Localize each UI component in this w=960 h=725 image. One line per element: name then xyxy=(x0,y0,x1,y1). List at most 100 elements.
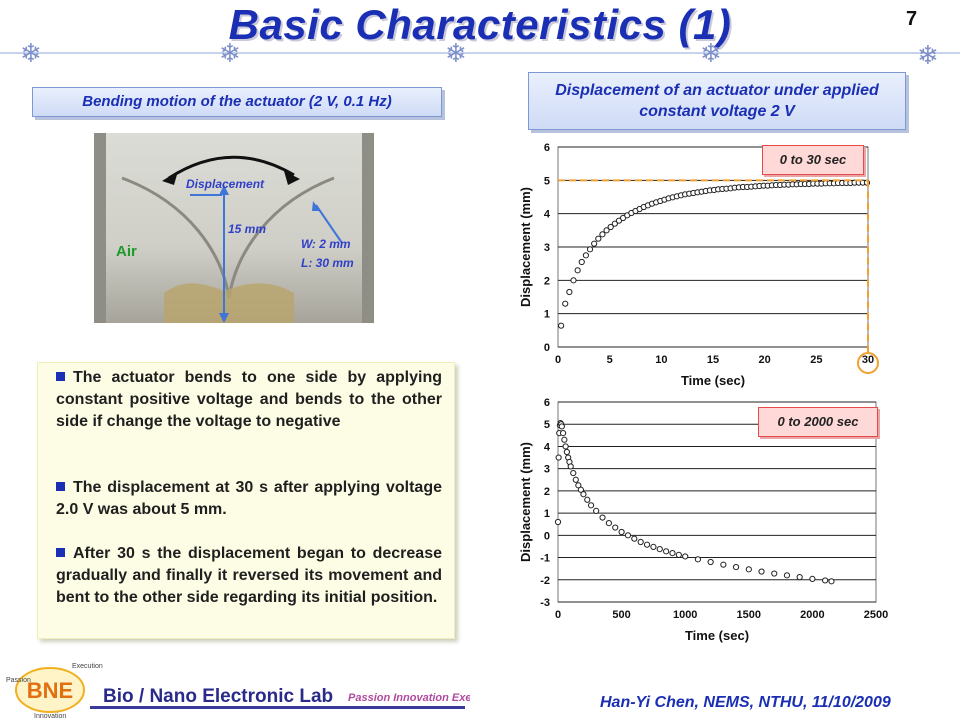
data-point xyxy=(577,486,584,493)
x-tick-label: 2500 xyxy=(864,609,888,621)
x-tick-label: 15 xyxy=(707,354,719,366)
arrow-head-right xyxy=(284,171,300,185)
data-point xyxy=(611,220,618,227)
title-divider xyxy=(0,52,960,54)
data-point xyxy=(605,520,612,527)
x-tick-label: 2000 xyxy=(800,609,824,621)
bullet-square-icon xyxy=(56,548,65,557)
y-axis-title: Displacement (mm) xyxy=(518,442,533,562)
bullet-text: The actuator bends to one side by applyi… xyxy=(56,369,442,430)
y-tick-label: 4 xyxy=(544,441,551,453)
range-tag-2000s: 0 to 2000 sec xyxy=(758,407,878,437)
y-tick-label: 3 xyxy=(544,242,550,254)
data-point xyxy=(562,300,569,307)
data-point xyxy=(561,436,568,443)
lab-logo-graphic: BNE Execution Passion Innovation Bio / N… xyxy=(6,663,505,720)
data-point xyxy=(631,535,638,542)
lab-slogan: Passion Innovation Execution xyxy=(348,692,470,704)
x-tick-label: 0 xyxy=(555,609,561,621)
y-tick-label: 2 xyxy=(544,486,550,498)
x-tick-label: 30 xyxy=(862,354,874,366)
data-point xyxy=(593,507,600,514)
bullet-text: The displacement at 30 s after applying … xyxy=(56,479,442,518)
snowflake-icon: ❄ xyxy=(917,40,939,70)
data-point xyxy=(783,572,791,579)
data-point xyxy=(575,482,582,489)
x-tick-label: 1000 xyxy=(673,609,697,621)
data-point xyxy=(599,514,606,521)
x-axis-title: Time (sec) xyxy=(685,628,749,643)
y-tick-label: 6 xyxy=(544,397,550,409)
y-tick-label: 3 xyxy=(544,464,550,476)
lab-logo: BNE Execution Passion Innovation Bio / N… xyxy=(0,660,505,720)
bullet-square-icon xyxy=(56,482,65,491)
displacement-chart-label: Displacement of an actuator under applie… xyxy=(528,72,906,130)
data-point xyxy=(559,430,567,437)
data-point xyxy=(720,561,727,568)
x-tick-label: 500 xyxy=(612,609,630,621)
y-tick-label: -1 xyxy=(540,553,550,565)
data-point xyxy=(607,223,614,231)
slide-title: Basic Characteristics (1) xyxy=(228,1,732,48)
bullet-item: After 30 s the displacement began to dec… xyxy=(56,543,442,609)
displacement-label: Displacement xyxy=(186,177,265,191)
data-point xyxy=(591,240,598,247)
data-point xyxy=(563,448,571,456)
snowflake-icon: ❄ xyxy=(700,38,722,68)
air-label: Air xyxy=(116,243,137,260)
data-point xyxy=(595,235,602,242)
bullet-item: The displacement at 30 s after applying … xyxy=(56,477,442,521)
y-tick-label: 0 xyxy=(544,342,550,354)
data-point xyxy=(582,252,590,259)
y-tick-label: 4 xyxy=(544,209,551,221)
data-point xyxy=(558,322,565,329)
data-point xyxy=(669,550,676,557)
lab-name: Bio / Nano Electronic Lab xyxy=(103,686,333,707)
logo-word: Passion xyxy=(6,677,31,684)
range-tag-30s: 0 to 30 sec xyxy=(762,145,864,175)
data-point xyxy=(612,524,619,531)
x-tick-label: 10 xyxy=(655,354,667,366)
y-tick-label: 0 xyxy=(544,530,550,542)
data-point xyxy=(603,227,610,234)
data-point xyxy=(732,564,740,571)
data-point xyxy=(578,258,585,266)
pointer-arrow-icon xyxy=(312,201,320,211)
displacement-arc-arrow xyxy=(168,155,295,180)
data-point xyxy=(618,528,625,536)
data-point xyxy=(570,470,577,477)
dimension-pointer xyxy=(315,204,343,244)
data-point xyxy=(796,574,803,581)
logo-word: Execution xyxy=(72,663,103,670)
data-point xyxy=(694,556,702,563)
data-point xyxy=(574,267,581,274)
data-point xyxy=(822,577,829,584)
x-tick-label: 25 xyxy=(810,354,822,366)
data-point xyxy=(650,543,657,550)
height-arrow-icon xyxy=(219,185,229,195)
bullet-item: The actuator bends to one side by applyi… xyxy=(56,367,442,433)
actuator-clamp xyxy=(164,283,294,323)
data-point xyxy=(624,532,632,539)
photo-right-edge xyxy=(362,133,374,323)
data-point xyxy=(637,538,644,546)
bullet-square-icon xyxy=(56,372,65,381)
data-point xyxy=(758,568,765,575)
y-tick-label: 1 xyxy=(544,508,550,520)
actuator-left-position xyxy=(121,176,231,299)
data-point xyxy=(580,491,587,498)
data-point xyxy=(562,443,569,450)
data-point xyxy=(745,566,752,573)
length-label: L: 30 mm xyxy=(301,256,354,270)
height-arrow-icon xyxy=(219,313,229,323)
x-axis-title: Time (sec) xyxy=(681,373,745,388)
data-point xyxy=(771,570,778,577)
y-tick-label: 5 xyxy=(544,175,550,187)
x-tick-label: 1500 xyxy=(737,609,761,621)
data-point xyxy=(566,288,573,296)
logo-underline xyxy=(90,706,465,709)
data-point xyxy=(809,575,816,582)
snowflake-icon: ❄ xyxy=(219,38,241,68)
bullet-text: After 30 s the displacement began to dec… xyxy=(56,545,442,606)
logo-text: BNE xyxy=(27,678,73,703)
